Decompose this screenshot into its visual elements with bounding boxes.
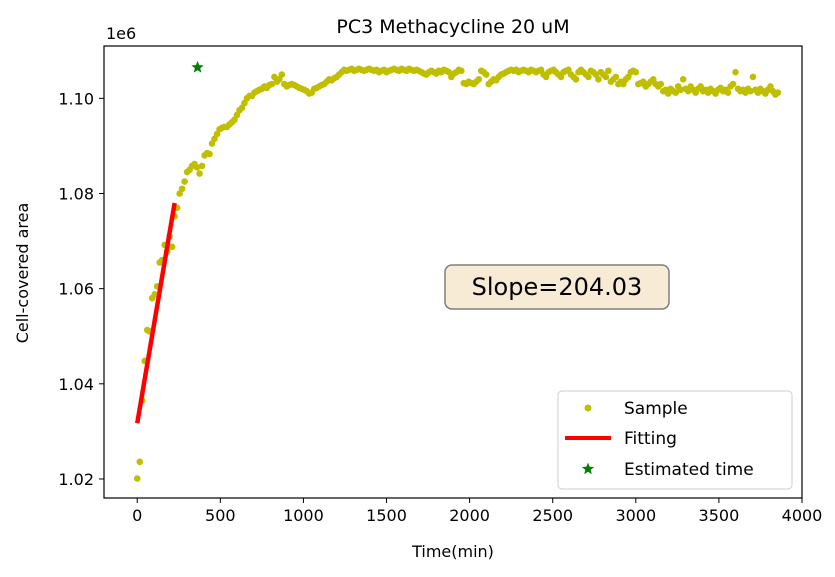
x-tick-label: 1000: [283, 506, 324, 525]
sample-point: [178, 185, 186, 193]
sample-point: [572, 76, 580, 83]
sample-point: [268, 80, 276, 88]
legend-label-estimated-time: Estimated time: [624, 460, 754, 480]
slope-annotation-box: [444, 264, 670, 310]
y-axis-scale-label: 1e6: [106, 24, 136, 43]
plot-frame: [103, 45, 803, 499]
sample-point: [724, 89, 732, 96]
sample-point: [278, 71, 286, 78]
sample-point: [198, 162, 206, 170]
sample-point: [133, 475, 141, 482]
fitting-line: [135, 202, 177, 424]
sample-point: [747, 87, 754, 95]
estimated-time-marker: [191, 60, 204, 73]
sample-point: [672, 89, 679, 96]
y-tick-label: 1.08: [58, 184, 94, 203]
y-tick-label: 1.02: [58, 470, 94, 489]
sample-point: [181, 178, 188, 185]
sample-point: [749, 73, 757, 81]
x-tick-label: 1500: [366, 506, 407, 525]
sample-point: [605, 67, 612, 75]
sample-point: [458, 67, 465, 75]
sample-point: [136, 458, 144, 466]
y-axis-label: Cell-covered area: [13, 203, 32, 344]
legend-box: [557, 390, 793, 490]
legend-marker-estimated-time: [581, 462, 595, 475]
sample-point: [632, 68, 640, 76]
x-tick-label: 500: [205, 506, 236, 525]
x-tick-label: 0: [132, 506, 142, 525]
sample-point: [196, 170, 203, 177]
sample-point: [657, 80, 665, 88]
sample-point: [774, 89, 782, 96]
slope-annotation-text: Slope=204.03: [472, 273, 643, 301]
sample-point: [679, 76, 687, 83]
y-tick-label: 1.06: [58, 280, 94, 299]
slope-annotation: Slope=204.03: [444, 264, 670, 310]
x-axis-ticks: 0 500 1000 1500 2000 2500 3000 3500 4000: [132, 498, 822, 525]
sample-point: [729, 80, 737, 88]
sample-point: [677, 86, 684, 94]
legend-marker-sample: [584, 404, 592, 412]
sample-point: [612, 73, 620, 81]
x-axis-label: Time(min): [411, 542, 494, 561]
x-tick-label: 2500: [532, 506, 573, 525]
sample-point: [193, 164, 201, 171]
sample-point: [732, 68, 739, 76]
x-tick-label: 3500: [699, 506, 740, 525]
sample-point: [585, 73, 592, 81]
y-axis-ticks: 1.02 1.04 1.06 1.08 1.10: [58, 89, 104, 489]
x-tick-label: 2000: [449, 506, 490, 525]
sample-point: [206, 150, 213, 158]
sample-point: [482, 71, 490, 78]
sample-point: [168, 243, 176, 251]
y-tick-label: 1.10: [58, 89, 94, 108]
sample-point: [475, 76, 483, 83]
y-tick-label: 1.04: [58, 375, 94, 394]
sample-point: [595, 76, 602, 83]
sample-point: [602, 73, 610, 81]
legend-label-fitting: Fitting: [624, 429, 677, 449]
plot-marks: [133, 60, 782, 482]
legend-label-sample: Sample: [624, 399, 688, 419]
chart-title: PC3 Methacycline 20 uM: [336, 16, 569, 38]
x-tick-label: 4000: [782, 506, 823, 525]
legend: Sample Fitting Estimated time: [557, 390, 793, 490]
x-tick-label: 3000: [615, 506, 656, 525]
sample-point: [151, 291, 158, 298]
